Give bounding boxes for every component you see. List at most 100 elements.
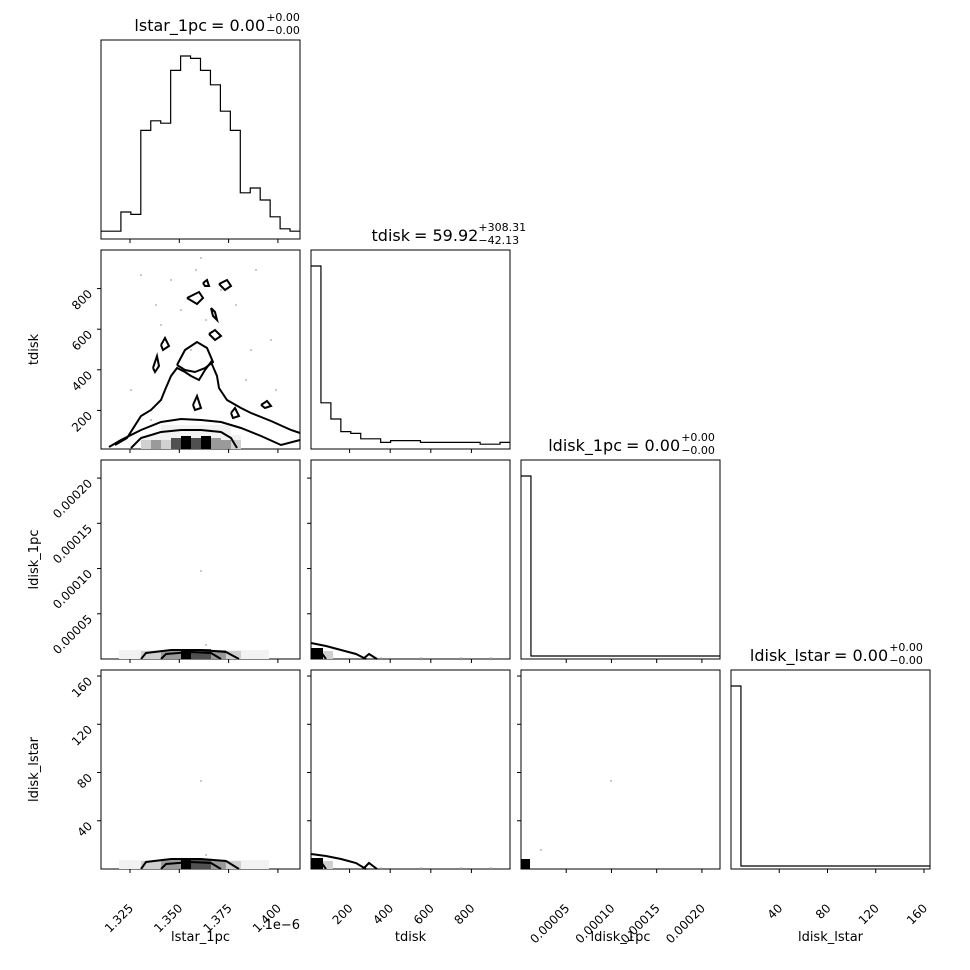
sample-point [490, 867, 492, 869]
density-cell [311, 858, 323, 869]
x-tick-label-ldisk_1pc: 0.00020 [663, 901, 708, 946]
title-minus: −0.00 [681, 444, 715, 457]
histogram-ldisk_lstar [731, 685, 930, 867]
sample-point [275, 389, 277, 391]
sample-point [200, 780, 202, 782]
title-main: tdisk [372, 226, 411, 245]
title-ldisk_1pc: ldisk_1pc = 0.00 +0.00−0.00 [548, 431, 715, 457]
y-tick-label-ldisk_lstar: 120 [69, 722, 95, 748]
x-tick-label-ldisk_lstar: 40 [765, 901, 786, 922]
contour-outer [140, 649, 240, 660]
sample-point [205, 854, 207, 856]
sample-point [160, 324, 162, 326]
sample-point [610, 780, 612, 782]
sample-points-3-0 [200, 780, 207, 856]
y-tick-label-ldisk_1pc: 0.00015 [50, 522, 95, 567]
x-offset-text: 1e−6 [265, 918, 300, 933]
density-3-1 [311, 858, 333, 869]
y-tick-label-ldisk_lstar: 40 [74, 819, 95, 840]
sample-point [460, 657, 462, 659]
sample-point [150, 419, 152, 421]
y-axis-label-tdisk: tdisk [27, 333, 42, 365]
density-cell [211, 860, 226, 869]
x-tick-label-ldisk_lstar: 120 [856, 901, 882, 927]
density-cell [171, 438, 181, 449]
histogram-lstar_1pc [101, 55, 300, 232]
sample-point [270, 339, 272, 341]
x-tick-label-ldisk_1pc: 0.00005 [527, 901, 572, 946]
contour-outer [108, 417, 301, 448]
contour-island-h [230, 406, 241, 420]
contour-island-c [218, 278, 233, 292]
sample-points-3-2 [540, 780, 612, 851]
y-tick-label-tdisk: 400 [69, 368, 95, 394]
sample-point [460, 867, 462, 869]
contour-inner [130, 429, 238, 449]
density-cell [191, 649, 211, 659]
sample-point [235, 304, 237, 306]
density-cell [521, 859, 530, 869]
contour-island-g [192, 393, 203, 412]
panel-frame-3-0 [100, 669, 301, 870]
sample-point [245, 379, 247, 381]
contour-island-j [210, 307, 219, 324]
histogram-tdisk [311, 265, 510, 445]
sample-point [170, 279, 172, 281]
x-axis-label-ldisk_1pc: ldisk_1pc [591, 930, 651, 945]
y-tick-label-ldisk_lstar: 160 [69, 674, 95, 700]
x-tick-label-tdisk: 200 [330, 901, 356, 927]
y-tick-label-ldisk_1pc: 0.00020 [50, 476, 95, 521]
x-axis-label-ldisk_lstar: ldisk_lstar [798, 930, 864, 945]
density-1-0 [141, 425, 241, 449]
density-cell [141, 440, 151, 449]
density-cell [323, 651, 333, 659]
panel-frame-0-0 [100, 39, 301, 240]
density-cell [161, 440, 171, 449]
contour-inner [310, 859, 327, 870]
title-ldisk_lstar: ldisk_lstar = 0.00 +0.00−0.00 [750, 641, 923, 667]
title-value: = 0.00 [211, 16, 265, 35]
contour-island-d [208, 328, 223, 342]
y-tick-label-ldisk_1pc: 0.00010 [50, 567, 95, 612]
panel-frame-2-1 [310, 459, 511, 660]
sample-point [420, 657, 422, 659]
sample-point [200, 570, 202, 572]
histogram-ldisk_1pc [521, 475, 720, 657]
density-cell [201, 436, 211, 449]
contour-island-e [160, 335, 171, 352]
title-plus: +0.00 [889, 641, 923, 654]
y-axis-label-ldisk_1pc: ldisk_1pc [27, 530, 42, 590]
sample-point [130, 389, 132, 391]
contour-mid [114, 360, 301, 446]
title-main: ldisk_1pc [548, 436, 622, 456]
title-plus: +308.31 [478, 221, 526, 234]
sample-point [205, 319, 207, 321]
y-tick-label-tdisk: 200 [69, 409, 95, 435]
density-cell [311, 648, 323, 659]
density-cell [211, 650, 226, 659]
panel-frame-3-1 [310, 669, 511, 870]
title-main: lstar_1pc [134, 16, 207, 36]
contour-inner [160, 860, 222, 870]
density-cell [181, 649, 191, 659]
density-cell [141, 651, 161, 659]
density-cell [211, 438, 221, 449]
contour-inner [160, 650, 222, 660]
x-axis-label-lstar_1pc: lstar_1pc [171, 930, 230, 945]
y-tick-label-tdisk: 800 [69, 287, 95, 313]
density-cell [221, 440, 231, 449]
x-axis-label-tdisk: tdisk [395, 930, 427, 945]
panel-frame-1-1 [310, 249, 511, 450]
density-2-1 [311, 648, 333, 659]
sample-point [205, 644, 207, 646]
title-value: = 0.00 [834, 646, 888, 665]
density-cell [191, 438, 201, 449]
title-main: ldisk_lstar [750, 646, 831, 666]
sample-point [255, 269, 257, 271]
y-tick-label-ldisk_1pc: 0.00005 [50, 612, 95, 657]
sample-point [380, 867, 382, 869]
sample-points-1-0 [130, 257, 277, 421]
title-lstar_1pc: lstar_1pc = 0.00 +0.00−0.00 [134, 11, 299, 37]
sample-point [190, 349, 192, 351]
title-minus: −0.00 [889, 654, 923, 667]
